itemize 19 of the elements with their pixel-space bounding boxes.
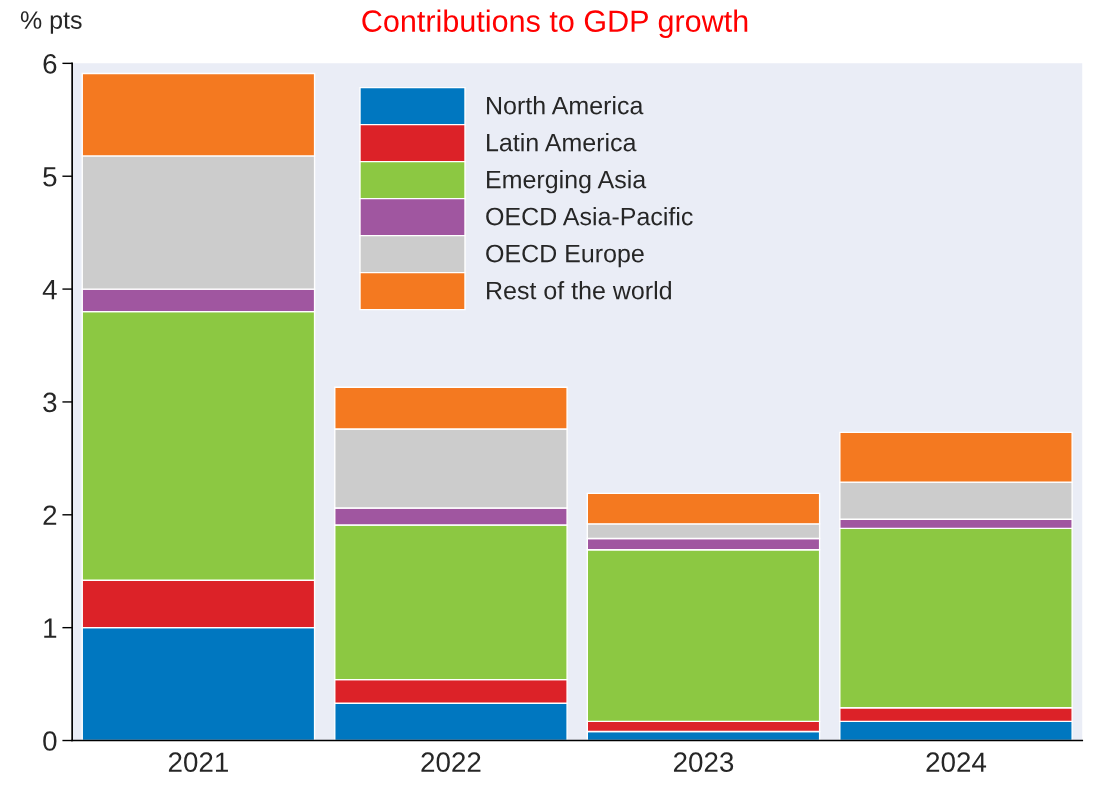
- y-tick-label: 1: [44, 618, 57, 638]
- x-tick-label: 2021: [168, 752, 228, 773]
- x-tick-label: 2023: [673, 752, 734, 773]
- legend-label: OECD Europe: [486, 244, 644, 268]
- legend-label: North America: [487, 96, 644, 115]
- y-tick-label: 3: [43, 392, 57, 413]
- y-tick-label: 6: [43, 54, 57, 74]
- y-tick-label: 5: [43, 167, 57, 187]
- chart-title: Contributions to GDP growth: [362, 9, 748, 38]
- x-tick-label: 2024: [926, 752, 987, 773]
- y-tick-label: 4: [42, 280, 57, 300]
- y-axis-title: % pts: [20, 11, 82, 34]
- legend-label: OECD Asia-Pacific: [486, 207, 693, 226]
- legend-label: Latin America: [487, 133, 637, 152]
- y-tick-label: 2: [43, 505, 57, 525]
- legend-label: Emerging Asia: [487, 170, 647, 194]
- x-tick-label: 2022: [421, 752, 481, 773]
- y-tick-label: 0: [43, 731, 57, 751]
- legend-label: Rest of the world: [487, 281, 671, 300]
